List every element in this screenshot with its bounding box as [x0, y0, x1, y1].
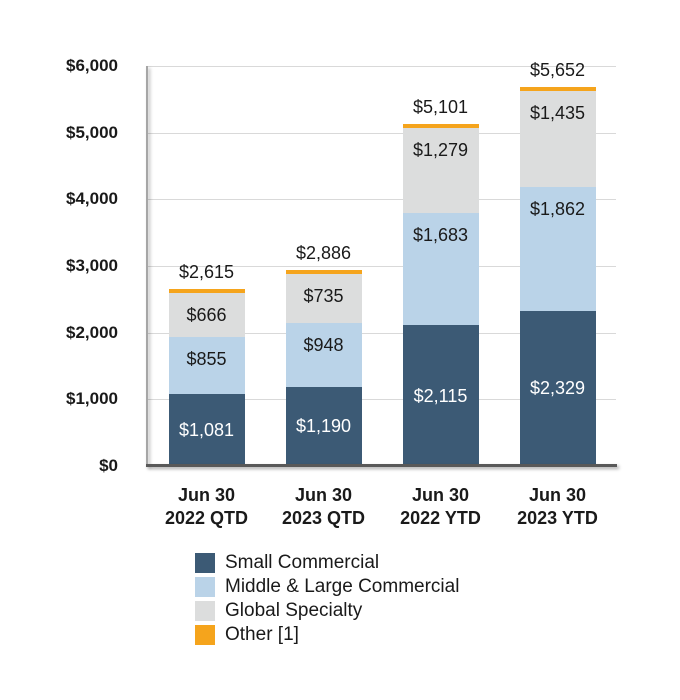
legend-item: Middle & Large Commercial — [195, 575, 459, 599]
y-tick-label: $4,000 — [66, 189, 118, 209]
y-axis-line — [146, 66, 148, 466]
y-tick-label: $6,000 — [66, 56, 118, 75]
legend-item: Small Commercial — [195, 551, 459, 575]
bar-segment-small-commercial — [519, 310, 596, 466]
bar-segment-other-1- — [168, 288, 245, 293]
gridline — [148, 66, 616, 67]
x-category-label: Jun 30 2023 YTD — [517, 485, 598, 528]
segment-value-label: $1,435 — [529, 102, 586, 123]
y-tick-label: $5,000 — [66, 122, 118, 142]
bar-segment-global-specialty — [519, 90, 596, 187]
legend-swatch — [195, 601, 215, 621]
chart-legend: Small Commercial Middle & Large Commercia… — [195, 551, 459, 647]
bar-total-label: $2,886 — [295, 243, 352, 264]
y-tick-label: $3,000 — [66, 256, 118, 275]
bar-segment-small-commercial — [402, 325, 479, 466]
gridline — [148, 132, 616, 134]
bar-segment-global-specialty — [402, 127, 479, 213]
x-category-label: Jun 30 2023 QTD — [281, 485, 366, 528]
legend-label: Middle & Large Commercial — [225, 576, 460, 597]
legend-swatch — [195, 553, 215, 573]
segment-value-label: $2,115 — [413, 385, 468, 406]
legend-label: Global Specialty — [225, 600, 363, 621]
segment-value-label: $1,190 — [295, 416, 352, 437]
gridline — [148, 266, 616, 267]
segment-value-label: $948 — [303, 335, 344, 356]
legend-label: Other [1] — [225, 624, 299, 645]
bar-total-label: $2,615 — [178, 261, 235, 282]
legend-label: Small Commercial — [225, 552, 380, 573]
plot-area: $1,081 $855 $666 $2,615 $1,190 $948 $735 $2,886… — [148, 60, 616, 466]
bar-segment-other-1- — [519, 86, 596, 91]
bar-segment-middle-large-commercial — [168, 336, 245, 394]
segment-value-label: $1,081 — [178, 419, 235, 440]
segment-value-label: $1,862 — [529, 198, 586, 219]
bar-segment-middle-large-commercial — [402, 212, 479, 325]
legend-item: Global Specialty — [195, 599, 459, 623]
bar-segment-other-1- — [285, 270, 362, 275]
x-category-label: Jun 30 2022 QTD — [164, 485, 249, 528]
bar-total-label: $5,101 — [412, 96, 469, 117]
bar-segment-global-specialty — [168, 292, 245, 337]
x-category-label: Jun 30 2022 YTD — [400, 485, 481, 528]
segment-value-label: $1,279 — [412, 139, 469, 160]
bar-segment-middle-large-commercial — [285, 323, 362, 387]
segment-value-label: $2,329 — [529, 378, 586, 399]
legend-swatch — [195, 577, 215, 597]
gridline — [148, 332, 616, 334]
legend-swatch — [195, 625, 215, 645]
bar-segment-small-commercial — [285, 386, 362, 466]
segment-value-label: $735 — [303, 286, 344, 307]
y-tick-label: $0 — [99, 456, 118, 475]
bar-4: $2,329 $1,862 $1,435 — [519, 86, 596, 466]
gridline — [148, 199, 616, 201]
bar-2: $1,190 $948 $735 — [285, 270, 362, 466]
bar-segment-other-1- — [402, 123, 479, 128]
segment-value-label: $666 — [186, 304, 227, 325]
y-tick-label: $2,000 — [66, 322, 118, 342]
y-tick-label: $1,000 — [66, 389, 118, 409]
segment-value-label: $1,683 — [412, 224, 469, 245]
legend-item: Other [1] — [195, 623, 459, 647]
bar-total-label: $5,652 — [529, 59, 586, 80]
bar-1: $1,081 $855 $666 — [168, 288, 245, 466]
bar-segment-middle-large-commercial — [519, 186, 596, 311]
bar-3: $2,115 $1,683 $1,279 — [402, 123, 479, 466]
segment-value-label: $855 — [186, 348, 227, 369]
gridline — [148, 399, 616, 401]
bar-segment-small-commercial — [168, 393, 245, 466]
bar-segment-global-specialty — [285, 274, 362, 324]
x-axis-line — [146, 464, 617, 467]
